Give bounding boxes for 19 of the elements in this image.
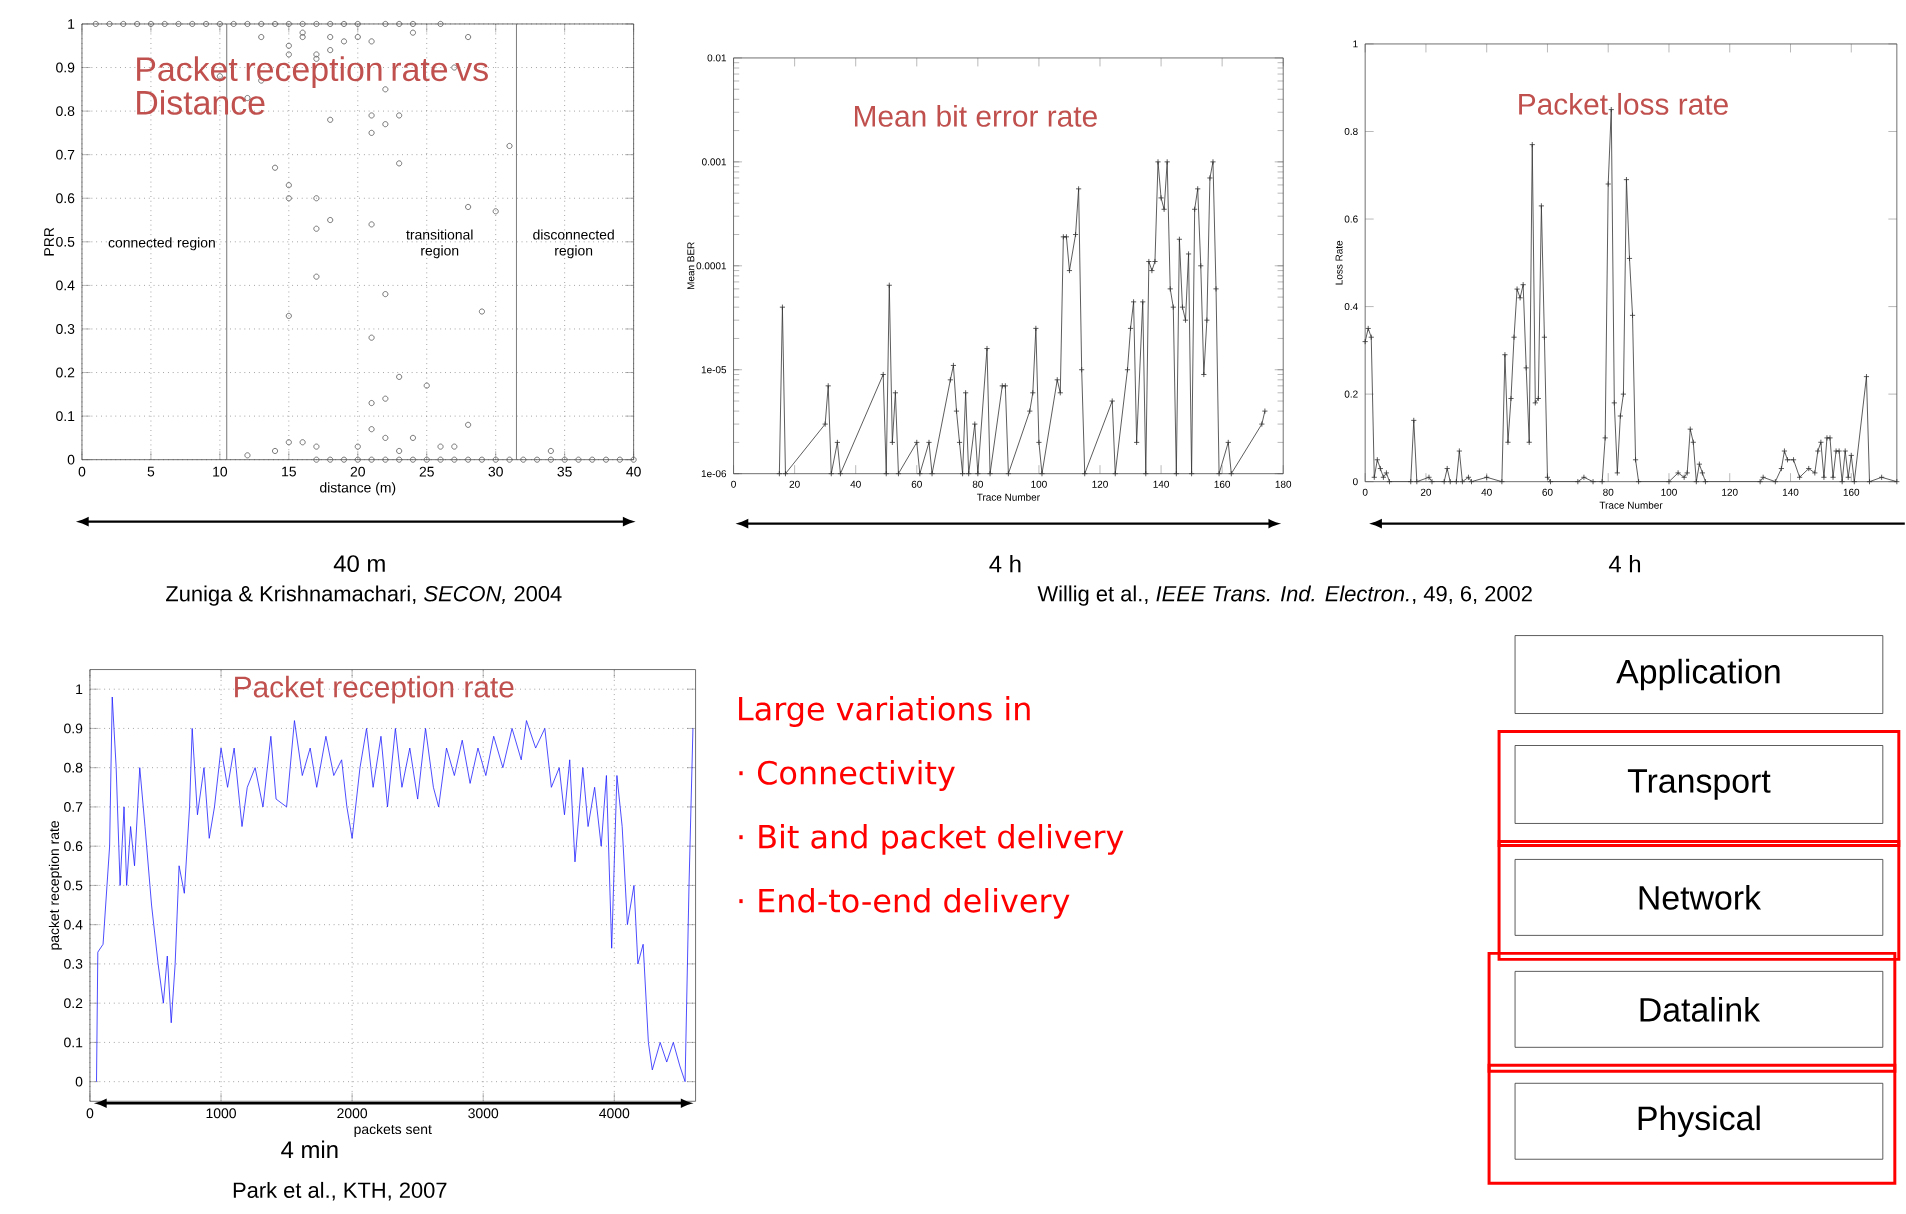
text: · Connectivity — [739, 760, 955, 792]
text: 4 min — [281, 1140, 338, 1159]
text: Zuniga & Krishnamachari, SECON, 2004 — [166, 585, 562, 607]
text: Application — [1616, 659, 1780, 691]
text: Network — [1639, 885, 1762, 911]
text: Mean bit error rate — [854, 105, 1097, 128]
text: 4 h — [989, 555, 1021, 573]
chart-title: Packet reception rate — [235, 676, 514, 704]
text: Willig et al., IEEE Trans. Ind. Electron., 49, 6, 2002 — [1037, 585, 1532, 607]
text: Physical — [1638, 1105, 1760, 1138]
text: Packet loss rate — [1519, 93, 1728, 116]
text: 40 m — [333, 555, 385, 573]
text: · End-to-end delivery — [739, 888, 1070, 920]
text: · Bit and packet delivery — [739, 824, 1124, 856]
text: Large variations in — [739, 696, 1030, 728]
text: Park et al., KTH, 2007 — [233, 1182, 447, 1201]
text: 4 h — [1608, 555, 1641, 573]
text: Transport — [1627, 769, 1771, 801]
text: Datalink — [1640, 997, 1761, 1023]
